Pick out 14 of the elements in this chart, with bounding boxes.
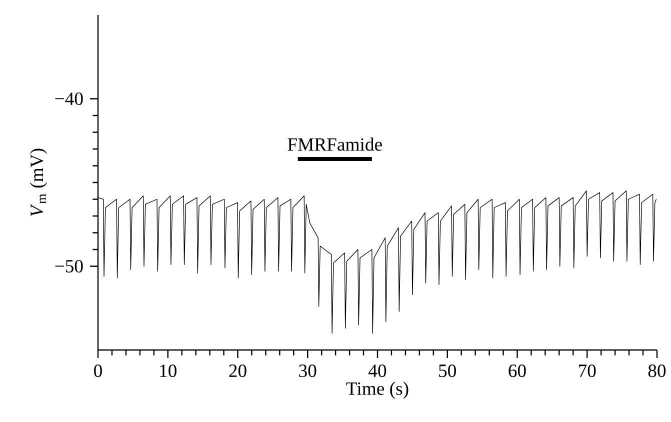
- x-tick-label: 10: [160, 364, 176, 378]
- y-tick-label: −50: [55, 260, 83, 273]
- x-tick-label: 80: [648, 364, 666, 378]
- x-tick-label: 20: [229, 364, 246, 378]
- x-tick-label: 30: [299, 364, 316, 378]
- x-tick-label: 60: [508, 364, 526, 378]
- x-tick-label: 70: [579, 364, 596, 378]
- x-tick-label: 40: [368, 364, 386, 378]
- y-tick-label: −40: [55, 92, 83, 106]
- annotation: FMRFamide: [288, 138, 382, 151]
- x-axis-title: Time (s): [346, 382, 408, 399]
- y-axis-title: V$_{m}$ (mV): [30, 148, 47, 216]
- x-tick-label: 0: [94, 364, 102, 378]
- x-tick-label: 50: [439, 364, 456, 378]
